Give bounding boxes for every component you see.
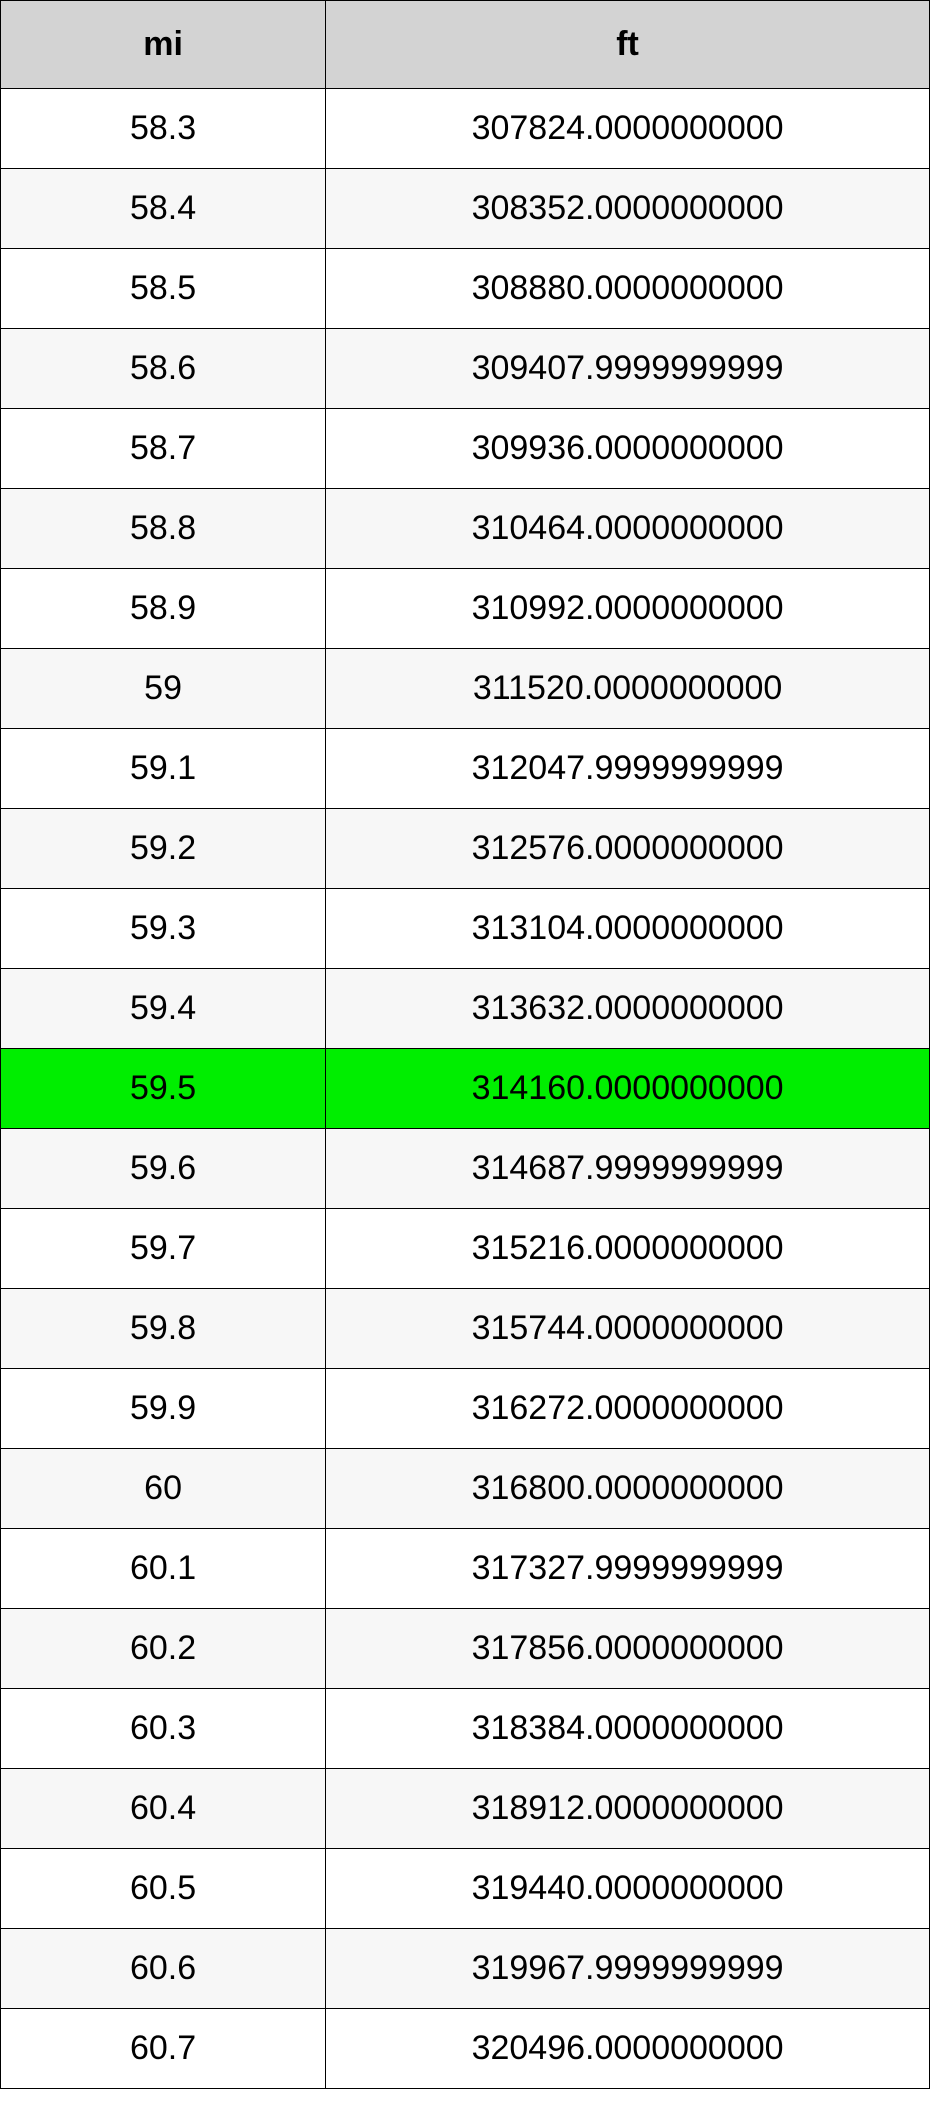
conversion-table: mi ft 58.3 307824.0000000000 58.4 308352… [0, 0, 930, 2089]
table-header-row: mi ft [1, 1, 930, 89]
table-row: 58.9 310992.0000000000 [1, 569, 930, 649]
cell-mi: 60.7 [1, 2009, 326, 2089]
table-row: 58.3 307824.0000000000 [1, 89, 930, 169]
table-row: 60.1 317327.9999999999 [1, 1529, 930, 1609]
cell-ft: 307824.0000000000 [326, 89, 930, 169]
table-row: 59.3 313104.0000000000 [1, 889, 930, 969]
cell-mi: 58.4 [1, 169, 326, 249]
cell-mi: 59 [1, 649, 326, 729]
cell-ft: 314160.0000000000 [326, 1049, 930, 1129]
cell-ft: 311520.0000000000 [326, 649, 930, 729]
cell-ft: 308352.0000000000 [326, 169, 930, 249]
column-header-ft: ft [326, 1, 930, 89]
cell-ft: 317327.9999999999 [326, 1529, 930, 1609]
cell-mi: 59.8 [1, 1289, 326, 1369]
cell-ft: 312047.9999999999 [326, 729, 930, 809]
cell-mi: 59.1 [1, 729, 326, 809]
table-row: 59.8 315744.0000000000 [1, 1289, 930, 1369]
table-row: 59.7 315216.0000000000 [1, 1209, 930, 1289]
cell-mi: 58.8 [1, 489, 326, 569]
cell-mi: 60.4 [1, 1769, 326, 1849]
table-row: 59.1 312047.9999999999 [1, 729, 930, 809]
table-body: 58.3 307824.0000000000 58.4 308352.00000… [1, 89, 930, 2089]
table-row: 60.6 319967.9999999999 [1, 1929, 930, 2009]
cell-ft: 316272.0000000000 [326, 1369, 930, 1449]
cell-mi: 59.7 [1, 1209, 326, 1289]
cell-ft: 310464.0000000000 [326, 489, 930, 569]
table-row: 59.6 314687.9999999999 [1, 1129, 930, 1209]
cell-mi: 60.2 [1, 1609, 326, 1689]
cell-ft: 317856.0000000000 [326, 1609, 930, 1689]
cell-mi: 60.1 [1, 1529, 326, 1609]
cell-ft: 320496.0000000000 [326, 2009, 930, 2089]
table-row: 58.6 309407.9999999999 [1, 329, 930, 409]
cell-ft: 310992.0000000000 [326, 569, 930, 649]
cell-mi: 60.3 [1, 1689, 326, 1769]
cell-mi: 58.3 [1, 89, 326, 169]
cell-ft: 316800.0000000000 [326, 1449, 930, 1529]
cell-ft: 314687.9999999999 [326, 1129, 930, 1209]
cell-ft: 308880.0000000000 [326, 249, 930, 329]
table-row: 60.7 320496.0000000000 [1, 2009, 930, 2089]
cell-mi: 60.5 [1, 1849, 326, 1929]
cell-mi: 59.5 [1, 1049, 326, 1129]
table-row: 58.8 310464.0000000000 [1, 489, 930, 569]
cell-mi: 59.3 [1, 889, 326, 969]
table-row: 58.4 308352.0000000000 [1, 169, 930, 249]
cell-mi: 59.4 [1, 969, 326, 1049]
cell-ft: 309936.0000000000 [326, 409, 930, 489]
table-row: 60.4 318912.0000000000 [1, 1769, 930, 1849]
cell-mi: 60.6 [1, 1929, 326, 2009]
table-row: 60.2 317856.0000000000 [1, 1609, 930, 1689]
table-row-highlighted: 59.5 314160.0000000000 [1, 1049, 930, 1129]
cell-ft: 318912.0000000000 [326, 1769, 930, 1849]
cell-mi: 58.5 [1, 249, 326, 329]
cell-ft: 313632.0000000000 [326, 969, 930, 1049]
cell-ft: 309407.9999999999 [326, 329, 930, 409]
table-row: 59.4 313632.0000000000 [1, 969, 930, 1049]
table-row: 60 316800.0000000000 [1, 1449, 930, 1529]
cell-mi: 58.7 [1, 409, 326, 489]
cell-mi: 59.9 [1, 1369, 326, 1449]
cell-ft: 319967.9999999999 [326, 1929, 930, 2009]
column-header-mi: mi [1, 1, 326, 89]
cell-ft: 318384.0000000000 [326, 1689, 930, 1769]
cell-ft: 312576.0000000000 [326, 809, 930, 889]
cell-ft: 315216.0000000000 [326, 1209, 930, 1289]
cell-mi: 59.2 [1, 809, 326, 889]
table-row: 60.5 319440.0000000000 [1, 1849, 930, 1929]
table-row: 59 311520.0000000000 [1, 649, 930, 729]
cell-ft: 313104.0000000000 [326, 889, 930, 969]
table-row: 60.3 318384.0000000000 [1, 1689, 930, 1769]
cell-mi: 58.9 [1, 569, 326, 649]
table-row: 58.7 309936.0000000000 [1, 409, 930, 489]
cell-mi: 60 [1, 1449, 326, 1529]
cell-mi: 58.6 [1, 329, 326, 409]
cell-mi: 59.6 [1, 1129, 326, 1209]
cell-ft: 319440.0000000000 [326, 1849, 930, 1929]
table-row: 58.5 308880.0000000000 [1, 249, 930, 329]
table-row: 59.9 316272.0000000000 [1, 1369, 930, 1449]
table-row: 59.2 312576.0000000000 [1, 809, 930, 889]
cell-ft: 315744.0000000000 [326, 1289, 930, 1369]
